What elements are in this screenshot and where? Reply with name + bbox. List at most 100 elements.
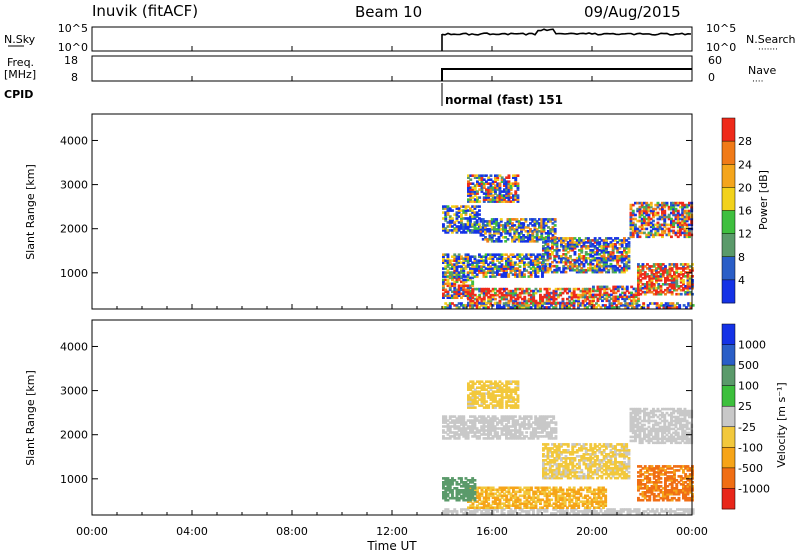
heatmap-cell [475,419,479,422]
heatmap-cell [593,494,596,498]
heatmap-cell [629,203,633,207]
heatmap-cell [469,491,472,494]
heatmap-cell [462,275,466,278]
heatmap-cell [575,287,578,291]
heatmap-cell [532,500,536,503]
heatmap-cell [498,419,502,422]
heatmap-cell [511,429,515,432]
heatmap-cell [643,290,647,294]
heatmap-cell [605,295,609,299]
heatmap-cell [491,429,495,432]
heatmap-cell [583,508,587,511]
heatmap-cell [647,209,651,213]
heatmap-cell [487,299,491,303]
heatmap-cell [580,268,584,272]
heatmap-cell [548,455,552,458]
heatmap-cell [658,233,662,237]
heatmap-cell [480,271,484,274]
heatmap-cell [507,492,511,496]
heatmap-cell [534,502,538,505]
heatmap-cell [520,306,524,309]
heatmap-cell [507,417,511,420]
heatmap-cell [589,255,593,258]
heatmap-cell [652,292,656,296]
heatmap-cell [629,435,633,439]
heatmap-cell [460,296,463,299]
heatmap-cell [464,477,468,480]
heatmap-cell [444,494,448,498]
heatmap-cell [475,205,479,208]
heatmap-cell [679,465,683,468]
heatmap-cell [466,494,470,498]
heatmap-cell [507,488,511,492]
heatmap-cell [507,437,511,440]
heatmap-cell [579,486,583,490]
heatmap-cell [672,439,676,443]
heatmap-cell [491,506,495,509]
heatmap-cell [636,227,640,231]
heatmap-cell [544,236,548,239]
heatmap-cell [502,271,506,274]
heatmap-cell [526,224,530,227]
heatmap-cell [575,492,578,496]
heatmap-cell [498,306,502,309]
heatmap-cell [565,508,569,511]
heatmap-cell [688,421,691,425]
heatmap-cell [628,302,632,305]
heatmap-cell [643,437,646,441]
heatmap-cell [543,427,547,430]
heatmap-cell [523,492,527,496]
heatmap-cell [442,487,445,490]
heatmap-cell [523,496,527,500]
heatmap-cell [593,253,597,256]
heatmap-cell [643,219,646,223]
heatmap-cell [536,253,540,256]
heatmap-cell [547,238,550,241]
heatmap-cell [516,194,520,197]
heatmap-cell [679,263,683,266]
heatmap-cell [543,488,547,492]
heatmap-cell [534,255,538,258]
heatmap-cell [682,496,685,500]
heatmap-cell [455,259,459,262]
heatmap-cell [498,198,502,201]
heatmap-cell [673,306,677,309]
nsky-panel: N.Sky 10^5 10^0 10^5 10^0 N.Search ·····… [4,22,796,55]
heatmap-cell [533,240,537,243]
heatmap-cell [548,492,551,496]
heatmap-cell [471,200,475,203]
heatmap-cell [681,219,685,223]
heatmap-cell [593,496,596,500]
heatmap-cell [637,283,640,286]
heatmap-cell [516,188,520,191]
heatmap-cell [491,273,495,276]
heatmap-cell [487,431,490,434]
heatmap-cell [453,479,457,482]
heatmap-cell [614,247,617,250]
heatmap-cell [551,260,554,264]
heatmap-cell [448,304,452,307]
heatmap-cell [655,290,658,294]
heatmap-cell [591,249,595,252]
heatmap-cell [489,494,493,498]
heatmap-cell [480,415,484,418]
heatmap-cell [548,504,551,507]
heatmap-cell [543,502,547,505]
heatmap-cell [522,224,526,227]
heatmap-cell [570,504,574,507]
heatmap-cell [584,237,588,240]
heatmap-cell [475,435,479,438]
heatmap-cell [596,256,599,260]
heatmap-cell [561,496,565,500]
heatmap-cell [545,431,549,434]
heatmap-cell [589,266,593,270]
heatmap-cell [543,490,547,494]
heatmap-cell [545,498,549,502]
heatmap-cell [662,304,666,307]
heatmap-cell [500,293,504,297]
heatmap-cell [658,223,662,227]
heatmap-cell [551,474,554,478]
heatmap-cell [581,502,585,505]
heatmap-cell [663,437,667,441]
heatmap-cell [538,306,542,309]
